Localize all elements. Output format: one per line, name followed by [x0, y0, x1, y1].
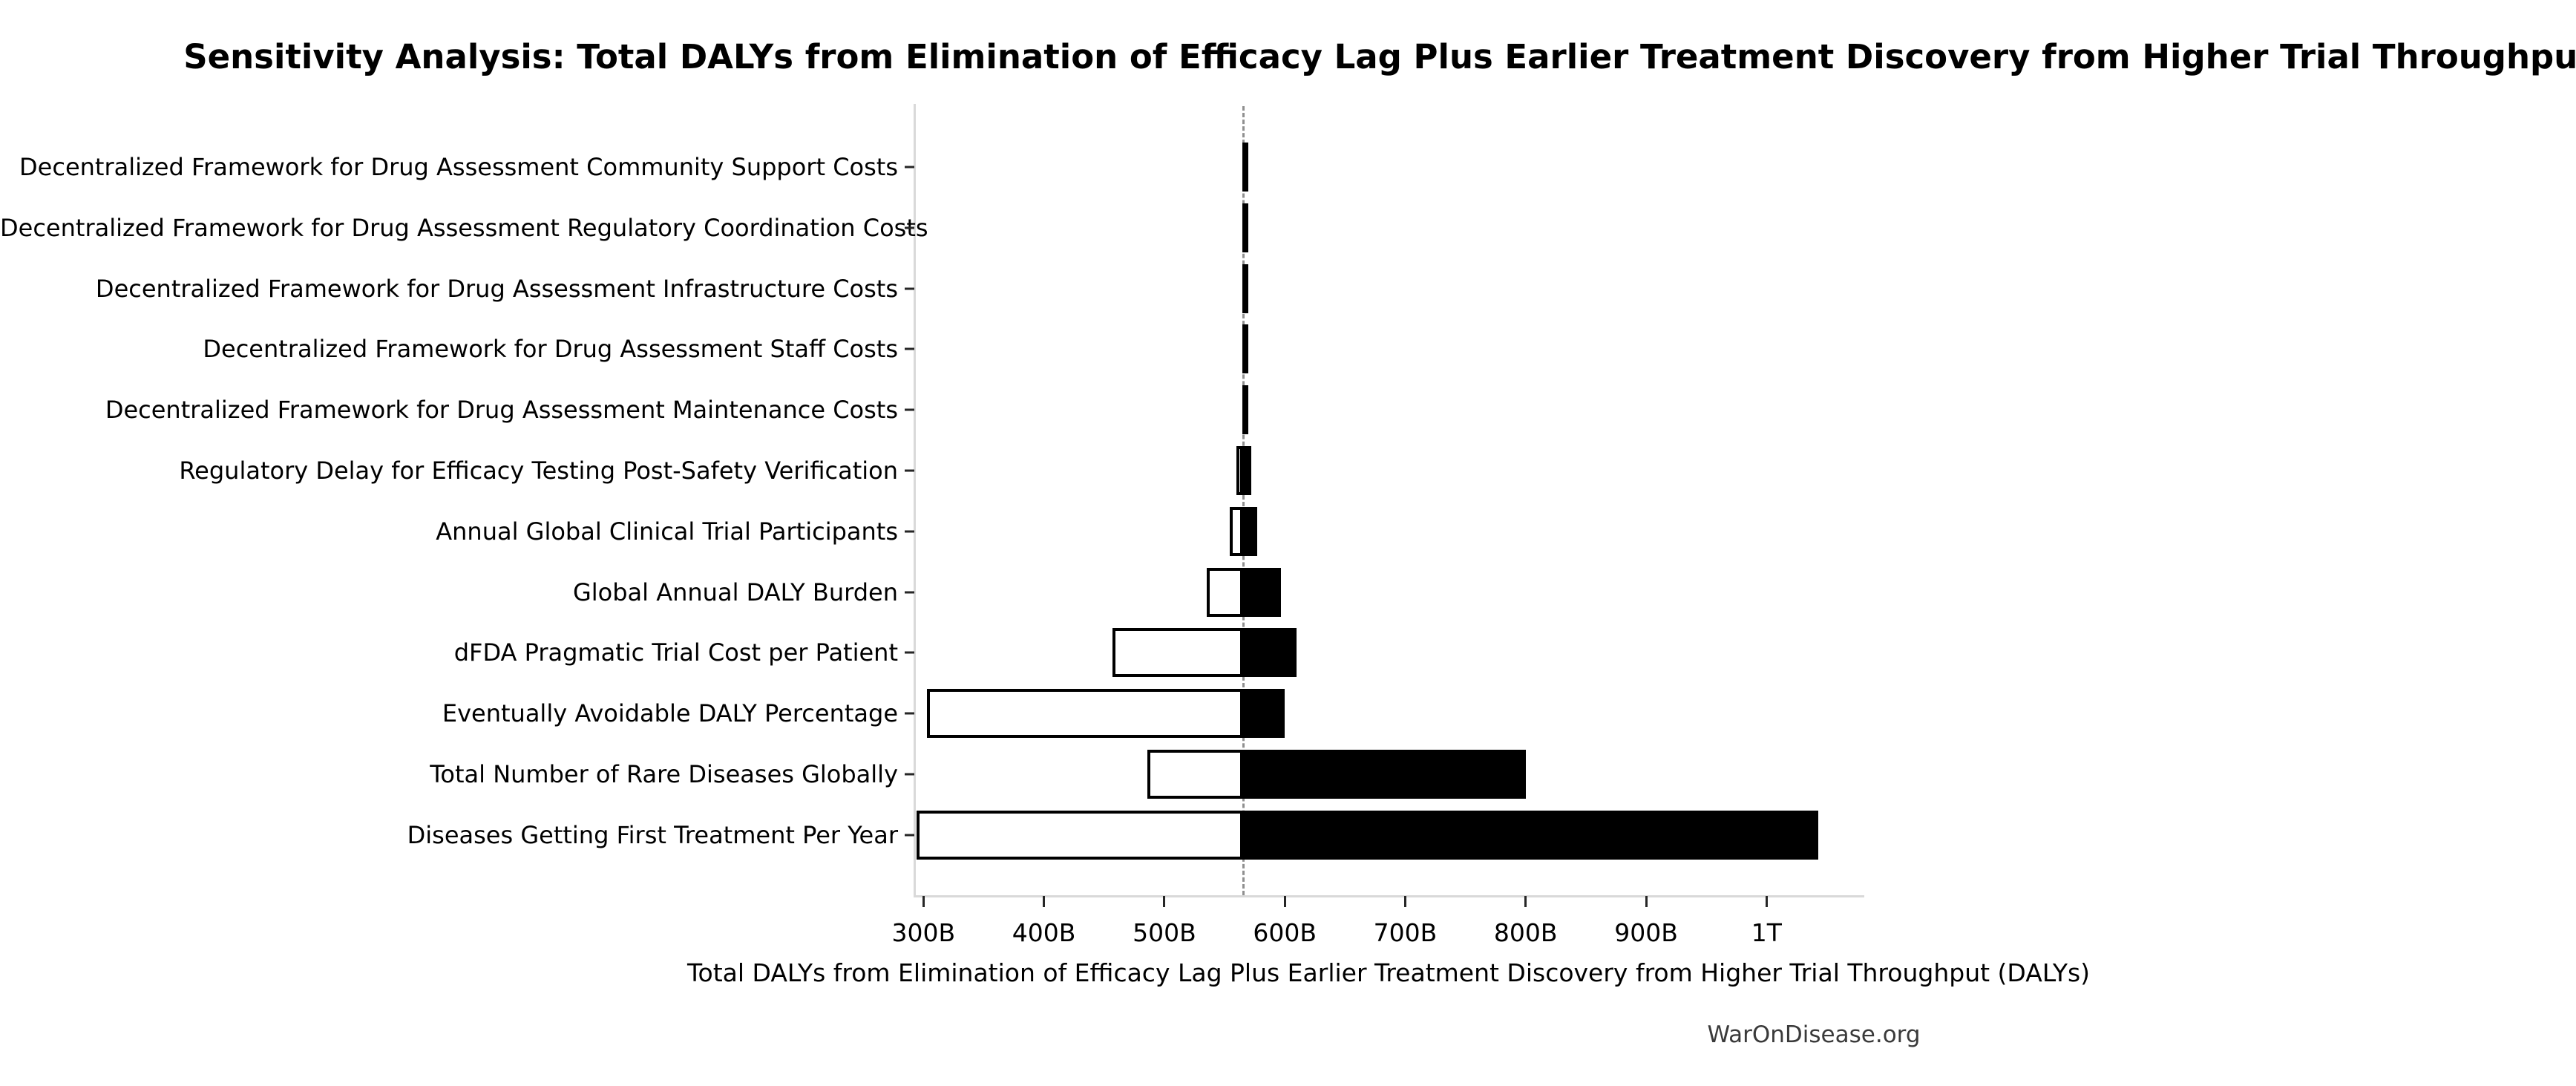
y-axis-label: Regulatory Delay for Efficacy Testing Po… [179, 457, 898, 485]
y-tick-mark [905, 712, 914, 715]
high-value-bar [1243, 810, 1819, 860]
high-value-bar [1243, 689, 1285, 739]
low-value-bar [1242, 385, 1249, 435]
y-tick-mark [905, 773, 914, 776]
high-value-bar [1243, 506, 1257, 556]
x-tick-label: 500B [1133, 918, 1196, 947]
y-tick-mark [905, 166, 914, 169]
y-axis-label: Decentralized Framework for Drug Assessm… [203, 335, 898, 364]
x-tick-label: 800B [1493, 918, 1558, 947]
y-tick-mark [905, 469, 914, 472]
y-axis-label: Eventually Avoidable DALY Percentage [442, 699, 898, 728]
high-value-bar [1243, 567, 1282, 617]
x-tick-mark [1283, 896, 1286, 907]
low-value-bar [1242, 324, 1249, 374]
y-tick-mark [905, 651, 914, 654]
y-tick-mark [905, 347, 914, 350]
x-tick-mark [922, 896, 925, 907]
low-value-bar [1147, 750, 1244, 799]
x-axis-title: Total DALYs from Elimination of Efficacy… [686, 958, 2091, 987]
x-tick-mark [1645, 896, 1648, 907]
y-axis-label: Decentralized Framework for Drug Assessm… [105, 396, 898, 425]
x-tick-label: 900B [1614, 918, 1678, 947]
low-value-bar [1206, 567, 1244, 617]
high-value-bar [1243, 446, 1251, 495]
y-tick-mark [905, 408, 914, 411]
high-value-bar [1243, 750, 1526, 799]
x-tick-label: 600B [1253, 918, 1317, 947]
x-tick-mark [1403, 896, 1406, 907]
low-value-bar [1229, 506, 1244, 556]
high-value-bar [1243, 143, 1245, 192]
y-tick-mark [905, 287, 914, 290]
y-tick-mark [905, 591, 914, 594]
high-value-bar [1243, 203, 1245, 252]
y-axis-label: Decentralized Framework for Drug Assessm… [0, 213, 928, 242]
base-value-line [1242, 106, 1245, 895]
watermark: WarOnDisease.org [1707, 1021, 1921, 1048]
y-axis-label: Total Number of Rare Diseases Globally [430, 760, 898, 788]
low-value-bar [927, 689, 1244, 739]
y-tick-mark [905, 530, 914, 533]
y-axis-label: Decentralized Framework for Drug Assessm… [95, 274, 898, 303]
y-tick-mark [905, 834, 914, 837]
low-value-bar [1236, 446, 1244, 495]
y-axis-label: dFDA Pragmatic Trial Cost per Patient [453, 638, 898, 667]
x-tick-mark [1765, 896, 1768, 907]
x-tick-label: 300B [891, 918, 956, 947]
high-value-bar [1243, 324, 1245, 374]
x-tick-label: 700B [1373, 918, 1438, 947]
chart-title: Sensitivity Analysis: Total DALYs from E… [183, 37, 2576, 76]
y-axis-label: Decentralized Framework for Drug Assessm… [19, 153, 898, 181]
high-value-bar [1243, 385, 1245, 435]
y-tick-mark [905, 226, 914, 229]
x-tick-mark [1043, 896, 1046, 907]
y-axis-label: Annual Global Clinical Trial Participant… [436, 517, 898, 546]
x-tick-label: 1T [1751, 918, 1782, 947]
x-tick-label: 400B [1012, 918, 1076, 947]
low-value-bar [916, 810, 1244, 860]
y-axis-label: Global Annual DALY Burden [572, 578, 898, 606]
x-tick-mark [1524, 896, 1527, 907]
high-value-bar [1243, 628, 1297, 678]
y-axis-line [914, 104, 916, 896]
high-value-bar [1243, 264, 1245, 313]
x-axis-line [914, 895, 1864, 897]
y-axis-label: Diseases Getting First Treatment Per Yea… [407, 820, 898, 849]
low-value-bar [1242, 203, 1249, 252]
low-value-bar [1242, 143, 1249, 192]
low-value-bar [1242, 264, 1249, 313]
x-tick-mark [1163, 896, 1166, 907]
low-value-bar [1112, 628, 1244, 678]
